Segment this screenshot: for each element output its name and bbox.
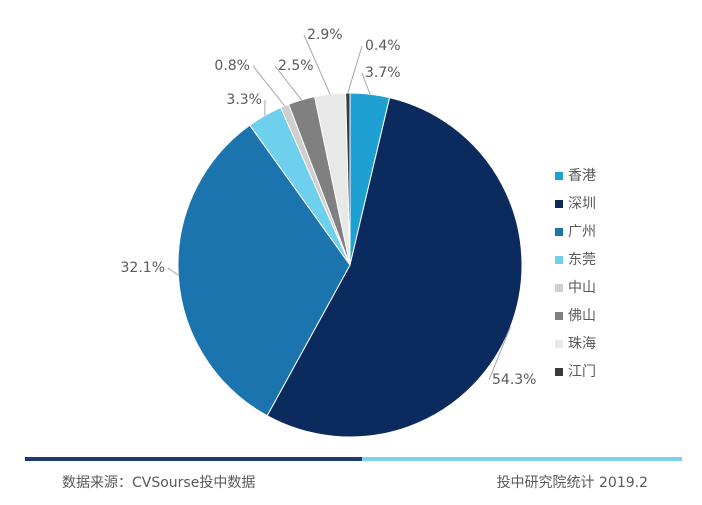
data-label: 0.8% [214, 58, 250, 74]
leader-line [303, 34, 331, 95]
footer-source: 数据来源：CVSourse投中数据 [62, 475, 255, 491]
legend-label: 香港 [568, 168, 596, 184]
legend-swatch [555, 200, 563, 208]
data-label: 2.9% [307, 27, 343, 43]
leader-line [252, 65, 286, 107]
legend-label: 东莞 [568, 252, 596, 268]
legend-label: 广州 [568, 224, 596, 240]
data-label: 32.1% [121, 260, 165, 276]
legend-swatch [555, 340, 563, 348]
leader-line [274, 65, 302, 101]
pie-slice [177, 124, 351, 417]
data-label: 0.4% [365, 38, 401, 54]
data-label: 3.7% [365, 65, 401, 81]
leader-line [347, 45, 363, 94]
legend-label: 珠海 [568, 336, 596, 352]
leader-line [167, 267, 179, 276]
data-label: 2.5% [278, 58, 314, 74]
legend-swatch [555, 368, 563, 376]
data-label: 54.3% [492, 372, 536, 388]
data-label: 3.3% [226, 92, 262, 108]
legend-swatch [555, 312, 563, 320]
legend-label: 佛山 [568, 308, 596, 324]
leader-line [361, 72, 371, 95]
footer-credit: 投中研究院统计 2019.2 [497, 475, 648, 491]
legend-label: 江门 [568, 364, 596, 380]
leader-line [488, 326, 511, 381]
legend-swatch [555, 256, 563, 264]
legend-label: 深圳 [568, 196, 596, 212]
legend-swatch [555, 172, 563, 180]
legend-swatch [555, 228, 563, 236]
legend-swatch [555, 284, 563, 292]
legend-label: 中山 [568, 280, 596, 296]
